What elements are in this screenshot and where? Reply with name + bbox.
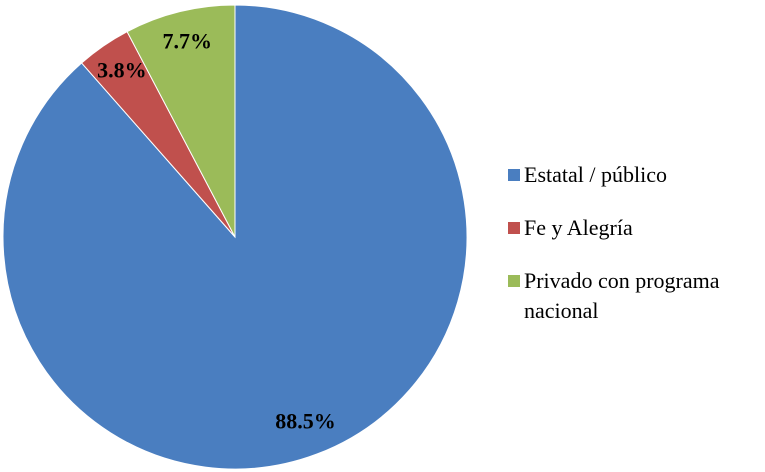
legend: Estatal / público Fe y Alegría Privado con… xyxy=(508,160,758,349)
pie-slice xyxy=(126,4,236,238)
legend-item: Privado con programa nacional xyxy=(508,266,758,326)
legend-label: Estatal / público xyxy=(524,162,667,187)
legend-swatch xyxy=(508,222,520,234)
legend-swatch xyxy=(508,275,520,287)
data-label: 88.5% xyxy=(275,409,336,434)
legend-swatch xyxy=(508,169,520,181)
legend-item: Fe y Alegría xyxy=(508,213,758,243)
data-label: 7.7% xyxy=(162,28,212,53)
legend-label: Privado con programa nacional xyxy=(524,268,720,323)
data-label: 3.8% xyxy=(97,58,147,83)
legend-label: Fe y Alegría xyxy=(524,215,633,240)
legend-item: Estatal / público xyxy=(508,160,758,190)
